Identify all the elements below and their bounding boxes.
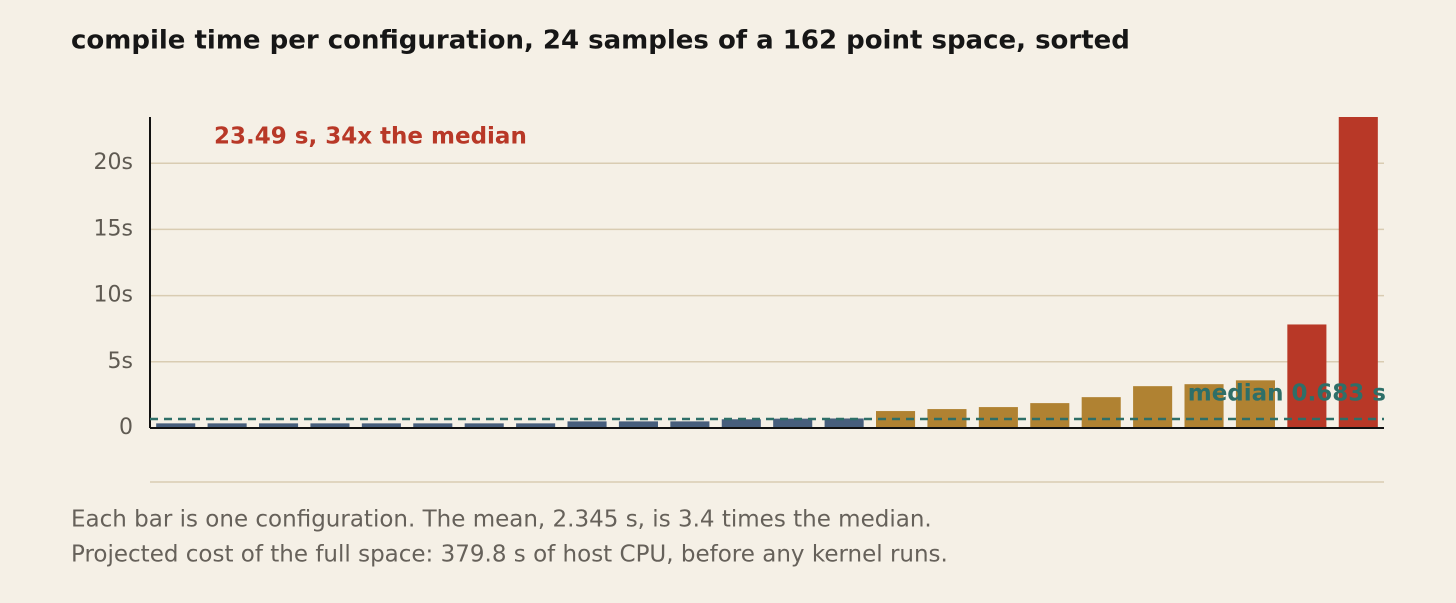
bar [618,421,658,428]
bar [824,418,864,428]
median-label: median 0.683 s [1188,381,1386,407]
y-tick-label: 20s [94,150,133,175]
annotation: 23.49 s, 34x the median [214,124,527,150]
bar [670,421,710,428]
bar [310,423,350,428]
chart-title: compile time per configuration, 24 sampl… [71,26,1130,56]
bar [1133,386,1173,428]
y-tick-label: 15s [94,216,133,241]
note: Each bar is one configuration. The mean,… [71,507,932,533]
bar [773,418,813,428]
bar [567,421,607,428]
y-tick-label: 0 [119,415,133,440]
bar [1081,397,1121,428]
bar [978,407,1018,428]
note: Projected cost of the full space: 379.8 … [71,542,948,568]
bar [1287,324,1327,428]
bar [259,423,299,428]
bar [361,423,401,428]
bar [1030,403,1070,428]
bar [464,423,504,428]
bar [927,409,967,428]
bar [156,423,196,428]
bar [721,419,761,428]
bar [1338,117,1378,428]
bar [207,423,247,428]
bar [516,423,556,428]
bar [1184,384,1224,428]
y-tick-label: 10s [94,283,133,308]
bar [413,423,453,428]
y-tick-label: 5s [108,349,133,374]
